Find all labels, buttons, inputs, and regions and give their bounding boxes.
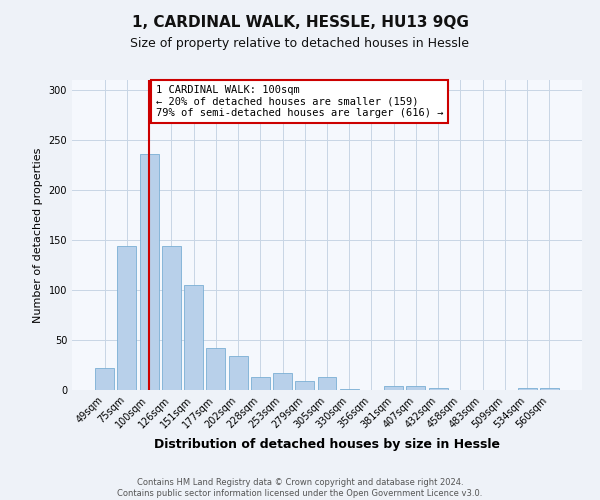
Bar	[184, 285, 203, 390]
Y-axis label: Number of detached properties: Number of detached properties	[33, 148, 43, 322]
Bar	[317, 377, 337, 390]
Bar	[429, 388, 448, 390]
Text: Size of property relative to detached houses in Hessle: Size of property relative to detached ho…	[131, 38, 470, 51]
Bar	[273, 373, 292, 390]
Bar	[406, 386, 425, 390]
Bar	[518, 388, 536, 390]
Bar	[229, 356, 248, 390]
Bar	[340, 389, 359, 390]
Bar	[540, 388, 559, 390]
Bar	[95, 368, 114, 390]
Text: 1 CARDINAL WALK: 100sqm
← 20% of detached houses are smaller (159)
79% of semi-d: 1 CARDINAL WALK: 100sqm ← 20% of detache…	[156, 85, 443, 118]
Bar	[162, 246, 181, 390]
Bar	[206, 348, 225, 390]
Text: Contains HM Land Registry data © Crown copyright and database right 2024.
Contai: Contains HM Land Registry data © Crown c…	[118, 478, 482, 498]
Bar	[140, 154, 158, 390]
Text: 1, CARDINAL WALK, HESSLE, HU13 9QG: 1, CARDINAL WALK, HESSLE, HU13 9QG	[131, 15, 469, 30]
X-axis label: Distribution of detached houses by size in Hessle: Distribution of detached houses by size …	[154, 438, 500, 451]
Bar	[251, 377, 270, 390]
Bar	[295, 381, 314, 390]
Bar	[384, 386, 403, 390]
Bar	[118, 246, 136, 390]
